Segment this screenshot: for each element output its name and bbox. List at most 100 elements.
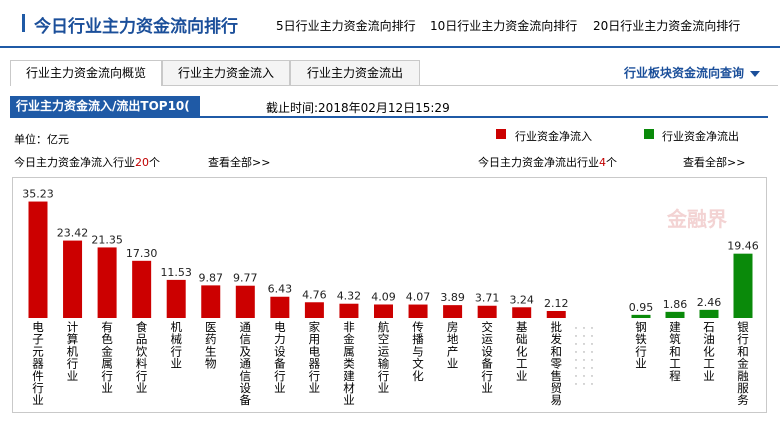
inflow-category-label-11-1: 播 <box>412 332 424 346</box>
view-all-outflow-link[interactable]: 查看全部>> <box>683 156 746 169</box>
inflow-category-label-1-4: 业 <box>67 369 79 383</box>
inflow-category-label-9-1: 金 <box>343 332 355 346</box>
inflow-category-label-1-2: 机 <box>67 344 79 358</box>
inflow-bar-9 <box>339 303 359 318</box>
inflow-category-label-4-3: 业 <box>170 357 182 371</box>
inflow-category-label-5-3: 物 <box>205 357 217 371</box>
inflow-bar-10 <box>374 304 393 318</box>
inflow-category-label-14-2: 化 <box>516 344 528 358</box>
inflow-category-label-8-0: 家 <box>309 320 321 334</box>
unit-label: 单位：亿元 <box>14 133 69 146</box>
inflow-category-label-7-5: 业 <box>274 381 286 395</box>
outflow-category-label-2-1: 油 <box>703 332 715 346</box>
inflow-category-label-0-6: 业 <box>32 393 44 407</box>
outflow-category-label-3-5: 服 <box>737 381 749 395</box>
inflow-category-label-3-3: 料 <box>136 357 148 371</box>
separator-dot-2-1 <box>591 335 593 337</box>
inflow-data-label-9: 4.32 <box>337 290 362 303</box>
inflow-category-label-8-2: 电 <box>309 344 321 358</box>
inflow-bar-11 <box>408 304 428 318</box>
inflow-category-label-7-3: 备 <box>274 357 286 371</box>
outflow-category-label-3-1: 行 <box>737 332 749 346</box>
inflow-category-label-15-4: 售 <box>551 369 563 383</box>
sector-query-dropdown[interactable]: 行业板块资金流向查询 <box>624 64 760 81</box>
inflow-category-label-3-1: 品 <box>136 332 148 346</box>
inflow-category-label-3-0: 食 <box>136 320 148 334</box>
inflow-category-label-11-2: 与 <box>412 344 424 358</box>
tab-inflow[interactable]: 行业主力资金流入 <box>162 60 290 85</box>
separator-dot-1-6 <box>583 375 585 377</box>
inflow-category-label-9-6: 业 <box>343 393 355 407</box>
tab-overview[interactable]: 行业主力资金流向概览 <box>10 60 162 86</box>
inflow-category-label-0-4: 件 <box>32 369 44 383</box>
title-accent <box>22 14 25 32</box>
separator-dot-1-0 <box>583 327 585 329</box>
outflow-bar-1 <box>665 311 685 318</box>
outflow-bar-2 <box>699 309 719 318</box>
inflow-category-label-2-5: 业 <box>101 381 113 395</box>
inflow-category-label-10-0: 航 <box>378 320 390 334</box>
inflow-category-label-13-5: 业 <box>481 381 493 395</box>
inflow-category-label-13-4: 行 <box>481 369 493 383</box>
separator-dot-2-6 <box>591 375 593 377</box>
outflow-category-label-3-3: 金 <box>737 357 749 371</box>
inflow-category-label-0-1: 子 <box>32 332 44 346</box>
inflow-category-label-9-3: 类 <box>343 357 355 371</box>
inflow-category-label-14-3: 工 <box>516 357 528 371</box>
inflow-category-label-5-1: 药 <box>205 332 217 346</box>
inflow-category-label-6-3: 通 <box>240 357 252 371</box>
separator-dot-2-0 <box>591 327 593 329</box>
inflow-count-suffix: 个 <box>149 156 160 169</box>
inflow-category-label-4-1: 械 <box>170 332 182 346</box>
section-title: 行业主力资金流入/流出TOP10( <box>10 96 200 116</box>
inflow-bar-2 <box>97 247 117 318</box>
inflow-data-label-11: 4.07 <box>406 291 431 304</box>
inflow-bar-6 <box>235 285 255 318</box>
outflow-category-label-1-4: 程 <box>669 369 681 383</box>
inflow-count-text: 今日主力资金净流入行业20个 <box>14 154 160 170</box>
inflow-category-label-14-1: 础 <box>516 332 528 346</box>
inflow-legend-swatch <box>496 129 506 139</box>
outflow-count-suffix: 个 <box>606 156 617 169</box>
view-all-inflow-link[interactable]: 查看全部>> <box>208 156 271 169</box>
link-10day-ranking[interactable]: 10日行业主力资金流向排行 <box>430 19 578 33</box>
link-5day-ranking[interactable]: 5日行业主力资金流向排行 <box>276 19 416 33</box>
link-20day-ranking[interactable]: 20日行业主力资金流向排行 <box>593 19 741 33</box>
separator-dot-1-1 <box>583 335 585 337</box>
separator-dot-0-0 <box>575 327 577 329</box>
inflow-data-label-5: 9.87 <box>199 271 224 284</box>
inflow-count-prefix: 今日主力资金净流入行业 <box>14 156 135 169</box>
watermark-logo: 金融界 <box>666 207 727 231</box>
outflow-category-label-3-6: 务 <box>737 393 749 407</box>
inflow-data-label-2: 21.35 <box>91 233 123 246</box>
inflow-data-label-7: 6.43 <box>268 283 293 296</box>
tab-outflow[interactable]: 行业主力资金流出 <box>290 60 420 85</box>
separator-dot-2-5 <box>591 367 593 369</box>
separator-dot-0-7 <box>575 383 577 385</box>
inflow-category-label-4-0: 机 <box>170 320 182 334</box>
inflow-data-label-15: 2.12 <box>544 297 569 310</box>
page-title: 今日行业主力资金流向排行 <box>34 17 238 37</box>
outflow-category-label-0-3: 业 <box>635 357 647 371</box>
inflow-category-label-2-3: 属 <box>101 357 113 371</box>
inflow-category-label-3-4: 行 <box>136 369 148 383</box>
fund-flow-bar-chart: 金融界35.23电子元器件行业23.42计算机行业21.35有色金属行业17.3… <box>22 188 759 408</box>
inflow-category-label-6-2: 及 <box>240 344 252 358</box>
inflow-bar-5 <box>201 285 221 318</box>
inflow-data-label-0: 35.23 <box>22 188 54 201</box>
outflow-count: 4 <box>599 156 606 169</box>
inflow-category-label-6-6: 备 <box>240 393 252 407</box>
outflow-bar-0 <box>631 314 651 318</box>
separator-dot-2-4 <box>591 359 593 361</box>
inflow-category-label-11-3: 文 <box>412 357 424 371</box>
outflow-category-label-1-3: 工 <box>669 357 681 371</box>
inflow-data-label-6: 9.77 <box>233 272 258 285</box>
inflow-data-label-14: 3.24 <box>509 293 534 306</box>
inflow-category-label-6-5: 设 <box>240 381 252 395</box>
separator-dot-0-5 <box>575 367 577 369</box>
separator-dot-0-3 <box>575 351 577 353</box>
inflow-category-label-7-2: 设 <box>274 344 286 358</box>
outflow-category-label-2-3: 工 <box>703 357 715 371</box>
inflow-category-label-7-0: 电 <box>274 320 286 334</box>
inflow-category-label-10-2: 运 <box>378 344 390 358</box>
